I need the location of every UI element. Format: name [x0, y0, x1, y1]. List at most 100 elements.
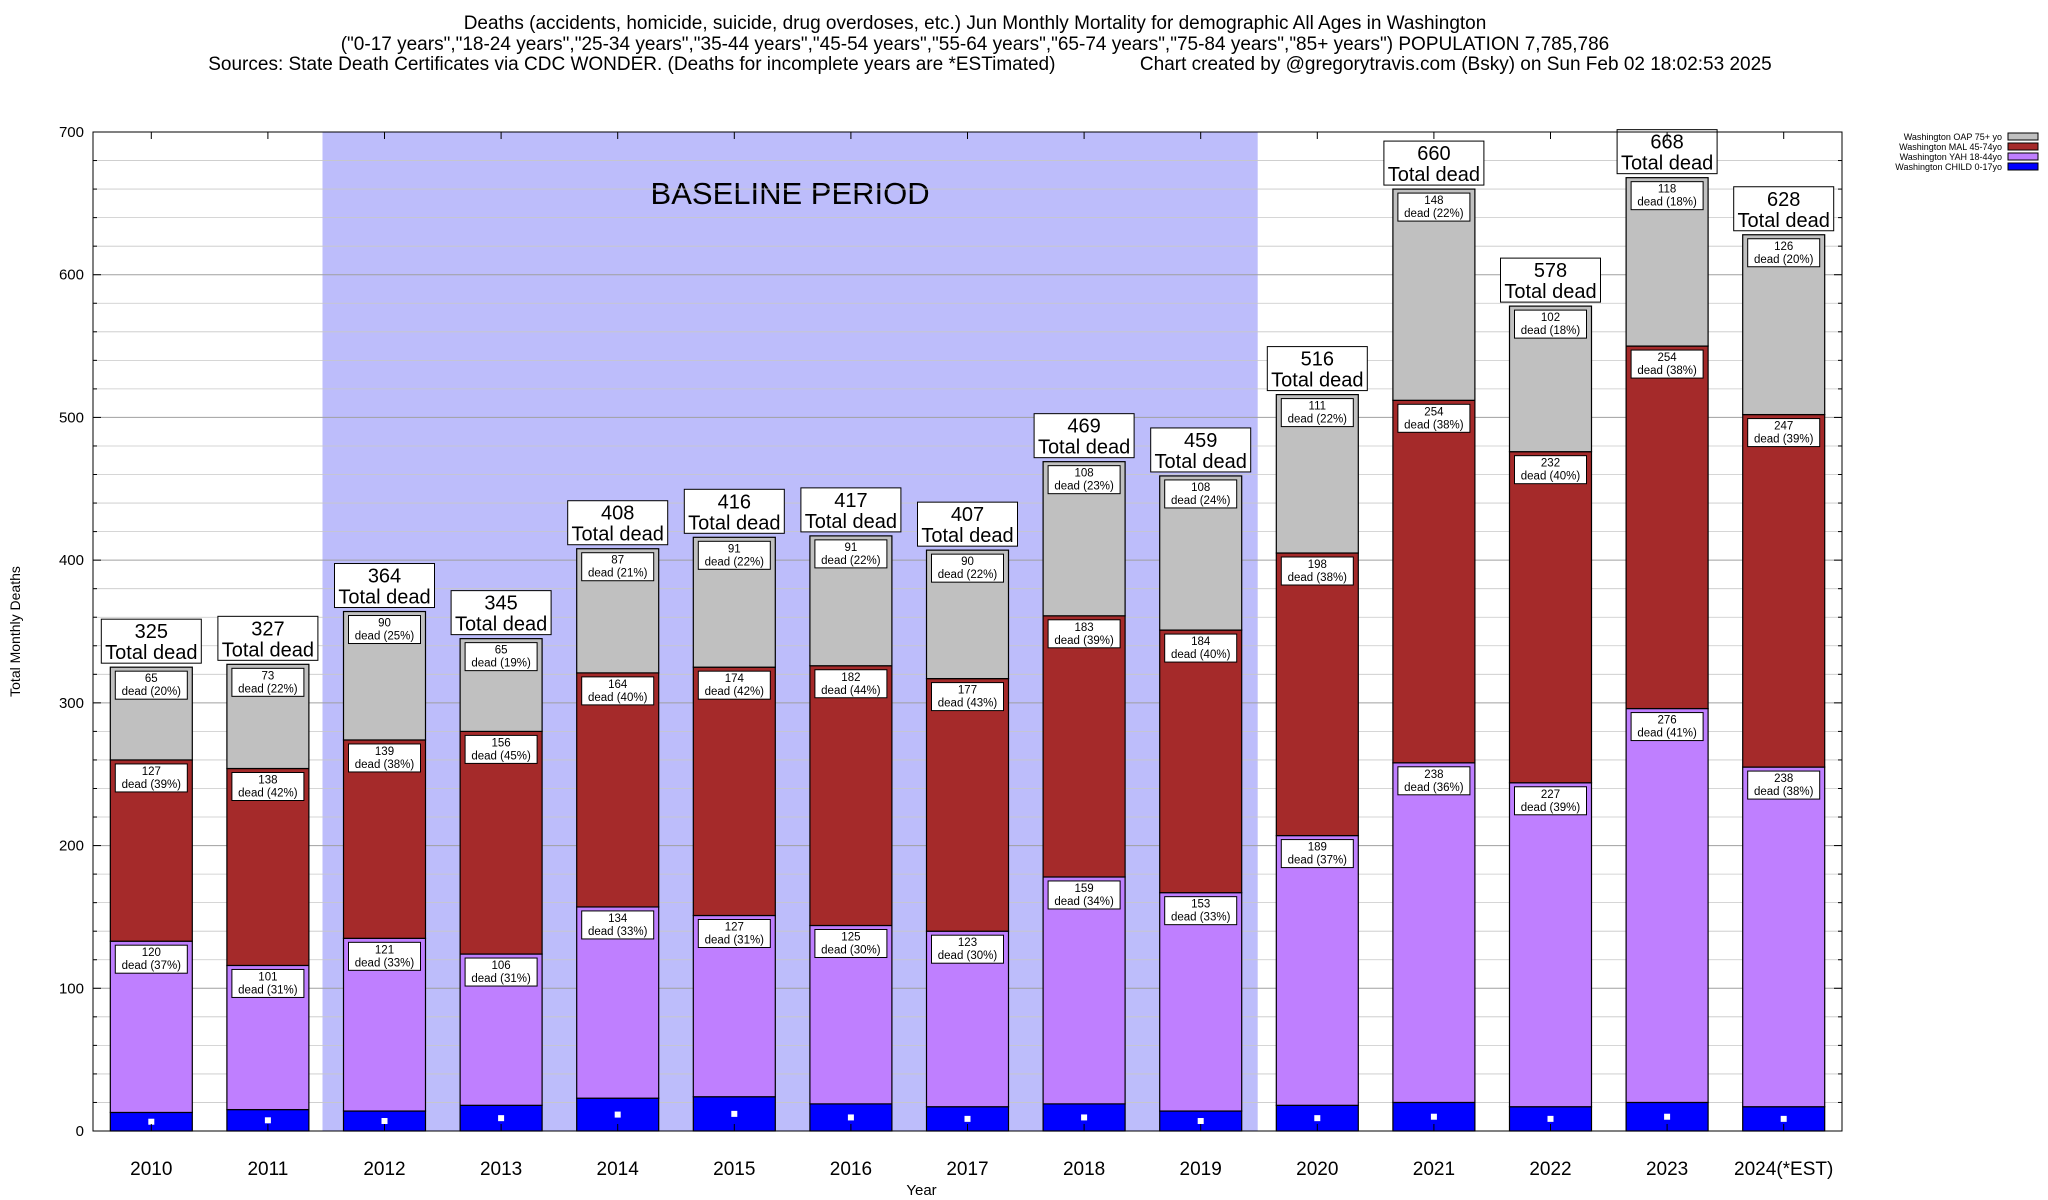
- segment-label-box: [1514, 309, 1587, 339]
- segment-pct-label: dead (33%): [1171, 912, 1231, 924]
- total-value-label: 516: [1301, 349, 1334, 371]
- segment-value-label: 198: [1308, 559, 1327, 571]
- segment-pct-label: dead (20%): [1754, 254, 1814, 266]
- x-tick-label: 2012: [363, 1159, 405, 1180]
- segment-value-label: 139: [375, 746, 394, 758]
- segment-label-box: [1164, 633, 1238, 663]
- segment-value-label: 174: [725, 673, 745, 685]
- segment-pct-label: dead (39%): [1754, 434, 1814, 446]
- segment-pct-label: dead (23%): [1054, 481, 1114, 493]
- segment-pct-label: dead (21%): [588, 568, 648, 580]
- total-suffix-label: Total dead: [805, 511, 897, 533]
- bar-segment: [1392, 188, 1476, 401]
- y-axis-label: Total Monthly Deaths: [7, 566, 23, 697]
- segment-label-box: [1747, 418, 1821, 448]
- y-tick-label: 200: [59, 838, 84, 855]
- segment-label-box: [1397, 192, 1471, 222]
- legend-swatch: [2007, 132, 2039, 141]
- segment-value-label: 183: [1075, 622, 1094, 634]
- total-label-box: [1500, 257, 1601, 303]
- segment-pct-label: dead (40%): [1521, 471, 1581, 483]
- x-tick-label: 2014: [597, 1159, 640, 1180]
- segment-label-box: [931, 553, 1004, 583]
- segment-label-box: [464, 957, 538, 987]
- child-marker: [1780, 1115, 1787, 1122]
- segment-value-label: 123: [958, 937, 977, 949]
- segment-value-label: 232: [1541, 458, 1560, 470]
- segment-label-box: [814, 669, 888, 699]
- segment-value-label: 148: [1424, 195, 1443, 207]
- total-value-label: 469: [1067, 416, 1100, 438]
- total-label-box: [683, 488, 785, 534]
- segment-value-label: 254: [1424, 406, 1444, 418]
- total-label-box: [217, 615, 319, 661]
- segment-pct-label: dead (40%): [588, 692, 648, 704]
- segment-pct-label: dead (22%): [1404, 208, 1464, 220]
- segment-value-label: 164: [608, 679, 628, 691]
- total-value-label: 459: [1184, 430, 1217, 452]
- bar-segment: [1508, 782, 1593, 1108]
- segment-value-label: 227: [1541, 789, 1560, 801]
- segment-label-box: [931, 682, 1004, 712]
- child-marker: [731, 1110, 738, 1117]
- segment-value-label: 134: [608, 913, 628, 925]
- child-marker: [148, 1118, 155, 1125]
- x-tick-label: 2011: [247, 1159, 288, 1180]
- segment-pct-label: dead (36%): [1404, 782, 1464, 794]
- segment-value-label: 238: [1424, 769, 1443, 781]
- segment-value-label: 91: [845, 542, 858, 554]
- total-value-label: 417: [834, 490, 867, 512]
- child-marker: [964, 1115, 971, 1122]
- segment-value-label: 159: [1075, 883, 1094, 895]
- segment-label-box: [114, 670, 188, 700]
- segment-value-label: 118: [1658, 184, 1676, 196]
- total-label-box: [450, 590, 552, 636]
- segment-pct-label: dead (31%): [238, 984, 298, 996]
- segment-value-label: 177: [958, 685, 977, 697]
- chart-source-line: Sources: State Death Certificates via CD…: [208, 54, 1772, 75]
- x-tick-label: 2021: [1413, 1159, 1455, 1180]
- segment-pct-label: dead (30%): [938, 950, 998, 962]
- segment-value-label: 247: [1774, 421, 1793, 433]
- segment-value-label: 254: [1658, 352, 1678, 364]
- segment-value-label: 153: [1191, 899, 1210, 911]
- total-value-label: 325: [135, 621, 168, 643]
- bar-segment: [1508, 451, 1593, 784]
- total-suffix-label: Total dead: [455, 614, 547, 636]
- bar-segment: [576, 672, 660, 908]
- segment-pct-label: dead (45%): [471, 750, 531, 762]
- segment-pct-label: dead (38%): [355, 759, 415, 771]
- total-value-label: 578: [1534, 260, 1567, 282]
- chart-subtitle: ("0-17 years","18-24 years","25-34 years…: [340, 34, 1610, 55]
- total-label-box: [567, 500, 669, 546]
- bar-segment: [1042, 876, 1126, 1105]
- segment-label-box: [348, 941, 421, 971]
- bar-segment: [1392, 399, 1476, 764]
- bar-segment: [1392, 762, 1476, 1104]
- segment-label-box: [231, 772, 305, 802]
- segment-label-box: [114, 944, 188, 974]
- total-value-label: 668: [1650, 132, 1683, 154]
- total-suffix-label: Total dead: [1621, 153, 1713, 175]
- child-marker: [1314, 1115, 1321, 1122]
- segment-pct-label: dead (43%): [938, 698, 998, 710]
- segment-value-label: 276: [1658, 715, 1677, 727]
- x-tick-label: 2015: [713, 1159, 755, 1180]
- segment-pct-label: dead (31%): [705, 935, 765, 947]
- segment-label-box: [1047, 880, 1121, 910]
- segment-pct-label: dead (30%): [821, 944, 881, 956]
- segment-value-label: 111: [1309, 401, 1326, 413]
- child-marker: [1547, 1115, 1554, 1122]
- segment-pct-label: dead (20%): [122, 686, 182, 698]
- segment-label-box: [581, 552, 655, 582]
- segment-pct-label: dead (38%): [1288, 572, 1348, 584]
- segment-label-box: [1630, 712, 1704, 742]
- segment-pct-label: dead (22%): [705, 556, 765, 568]
- x-tick-label: 2010: [130, 1159, 172, 1180]
- total-suffix-label: Total dead: [1155, 451, 1247, 473]
- segment-value-label: 184: [1191, 636, 1211, 648]
- bar-segment: [226, 767, 310, 967]
- child-marker: [614, 1111, 621, 1118]
- x-tick-label: 2024(*EST): [1734, 1159, 1833, 1180]
